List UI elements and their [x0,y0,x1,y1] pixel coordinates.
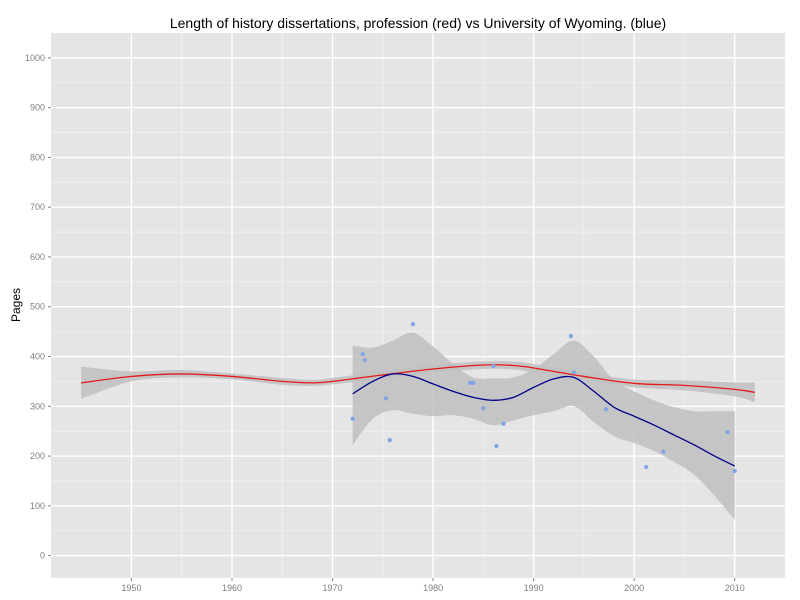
y-tick-label: 0 [40,551,45,561]
y-tick-label: 1000 [25,53,45,63]
x-tick-label: 2000 [624,583,644,593]
data-point [383,396,388,401]
data-point [603,407,609,412]
y-axis: 0 100 200 300 400 500 600 700 800 900 1000 [25,53,51,561]
data-point [360,351,365,357]
data-point [501,421,506,426]
data-point [661,449,666,454]
y-tick-label: 700 [30,202,45,212]
x-tick-label: 1980 [423,583,443,593]
plot-panel [51,33,785,578]
y-tick-label: 900 [30,103,45,113]
data-point [732,468,737,474]
data-point [491,363,496,369]
y-axis-label: Pages [9,288,23,322]
x-tick-label: 2010 [725,583,745,593]
x-tick-label: 1970 [323,583,343,593]
data-point [387,438,392,443]
data-point [468,380,473,385]
y-tick-label: 100 [30,501,45,511]
data-point [568,334,573,339]
x-tick-label: 1990 [524,583,544,593]
wyoming-smooth-line [352,373,736,467]
data-point [471,380,476,385]
data-point [362,357,367,363]
smooth-lines [81,364,755,467]
x-tick-label: 1960 [222,583,242,593]
confidence-band-2 [352,332,735,520]
data-point [350,416,355,421]
y-tick-label: 500 [30,302,45,312]
y-tick-label: 600 [30,252,45,262]
y-tick-label: 400 [30,352,45,362]
y-tick-label: 200 [30,451,45,461]
profession-smooth-line [81,364,755,393]
chart-title: Length of history dissertations, profess… [170,15,666,31]
y-tick-label: 800 [30,152,45,162]
data-point [725,430,730,435]
data-point [481,406,486,411]
y-tick-label: 300 [30,401,45,411]
data-point [494,444,499,449]
data-points [350,322,737,474]
data-point [410,322,416,327]
data-point [644,464,649,470]
data-point [571,370,576,375]
x-tick-label: 1950 [121,583,141,593]
x-axis: 1950 1960 1970 1980 1990 2000 2010 [121,578,745,593]
